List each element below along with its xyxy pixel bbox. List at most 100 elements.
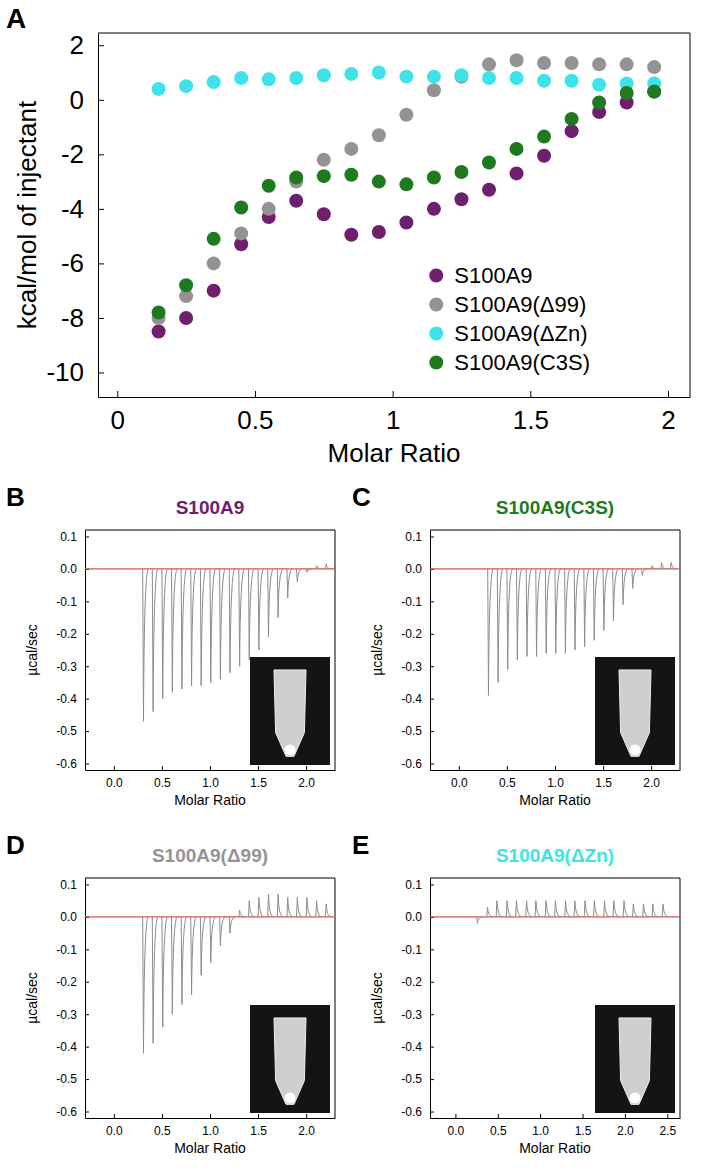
point (234, 201, 248, 215)
y-tick-mark (85, 601, 89, 602)
y-tick: -0.4 (401, 692, 434, 706)
y-tick-label: 0.1 (60, 530, 77, 544)
y-tick-label: 0.0 (60, 910, 77, 924)
y-tick-mark (430, 601, 434, 602)
photo-background (250, 657, 330, 765)
y-tick-label: -0.1 (401, 943, 422, 957)
y-tick-label: -0.3 (56, 660, 77, 674)
y-tick-mark (98, 154, 104, 155)
panel: 0.00.51.01.52.02.5-0.6-0.5-0.4-0.3-0.2-0… (352, 830, 681, 1156)
point (399, 177, 413, 191)
point (289, 171, 303, 185)
y-tick: -0.5 (401, 724, 434, 738)
frame-top (85, 878, 335, 879)
injection-peak (496, 901, 502, 917)
x-axis-line (86, 770, 336, 771)
x-tick-label: 1 (386, 405, 400, 435)
injection-peak (287, 569, 293, 598)
injection-peak (623, 901, 629, 917)
x-tick-label: 1.5 (250, 776, 267, 790)
inset-photo (595, 657, 675, 765)
frame-top (430, 530, 680, 531)
y-tick: -0.2 (401, 627, 434, 641)
panel: 00.511.52-10-8-6-4-202AMolar Ratiokcal/m… (6, 3, 691, 468)
plot-area (430, 901, 680, 924)
y-tick-label: 0.0 (405, 910, 422, 924)
injection-peak (555, 901, 561, 917)
injection-peak (210, 569, 216, 683)
point (372, 128, 386, 142)
x-tick: 1 (386, 391, 400, 435)
point (207, 232, 221, 246)
y-tick-mark (430, 982, 434, 983)
x-tick: 1.5 (250, 766, 267, 790)
x-tick-label: 0.5 (490, 1124, 507, 1138)
injection-peak (143, 569, 149, 721)
y-tick-mark (98, 209, 104, 210)
y-tick-mark (430, 949, 434, 950)
injection-peak (152, 569, 158, 712)
panel-letter: A (6, 3, 26, 34)
point (482, 183, 496, 197)
series (152, 85, 662, 320)
injection-peak (306, 897, 312, 916)
injection-peak (584, 901, 590, 917)
plot-area (85, 894, 335, 1053)
injection-peak (574, 569, 580, 650)
x-tick-mark (651, 766, 652, 770)
panel: 0.00.51.01.52.0-0.6-0.5-0.4-0.3-0.2-0.10… (6, 482, 336, 808)
y-tick: 0 (70, 85, 104, 115)
x-axis-title: Molar Ratio (519, 1140, 591, 1156)
x-tick-mark (459, 766, 460, 770)
injection-peak (229, 917, 235, 933)
y-tick-label: -0.6 (401, 757, 422, 771)
y-axis-title: µcal/sec (24, 972, 40, 1024)
x-tick: 0.5 (154, 1114, 171, 1138)
x-tick: 0.5 (490, 1114, 507, 1138)
injection-peak (191, 569, 197, 686)
point (537, 74, 551, 88)
plot-area (430, 562, 680, 695)
point (454, 165, 468, 179)
x-tick-mark (540, 1114, 541, 1118)
frame-right (335, 530, 336, 770)
y-tick-mark (98, 45, 104, 46)
plot-area (152, 53, 662, 338)
y-tick: 0.1 (60, 530, 89, 544)
injection-peak (248, 569, 254, 660)
point (317, 153, 331, 167)
x-tick: 2.0 (298, 1114, 315, 1138)
injection-peak (652, 904, 658, 917)
x-axis-line (86, 1118, 336, 1119)
y-tick-label: -0.5 (401, 724, 422, 738)
y-tick: -0.2 (56, 627, 89, 641)
y-tick-label: -0.1 (56, 595, 77, 609)
injection-peak (661, 562, 667, 568)
injection-peak (574, 901, 580, 917)
y-axis-line (430, 879, 431, 1119)
injection-peak (181, 917, 187, 1005)
y-tick-mark (85, 731, 89, 732)
point (592, 96, 606, 110)
legend-marker (429, 298, 443, 312)
injection-peak (277, 569, 283, 618)
y-tick: -0.1 (56, 943, 89, 957)
frame-right (680, 878, 681, 1118)
injection-peak (181, 569, 187, 689)
x-tick-label: 1.0 (547, 776, 564, 790)
y-tick: -0.2 (56, 975, 89, 989)
point (510, 71, 524, 85)
x-tick: 2.5 (659, 1114, 676, 1138)
y-axis-line (430, 531, 431, 771)
y-tick-mark (85, 536, 89, 537)
x-axis: 0.00.51.01.52.0 (86, 1114, 336, 1138)
x-tick-mark (625, 1114, 626, 1118)
x-tick-mark (258, 766, 259, 770)
series (152, 66, 662, 96)
injection-peak (622, 569, 628, 605)
x-tick: 1.0 (532, 1114, 549, 1138)
y-tick-label: -2 (61, 139, 84, 169)
y-tick-label: 0.0 (60, 562, 77, 576)
frame-right (690, 33, 691, 397)
injection-peak (526, 569, 532, 657)
